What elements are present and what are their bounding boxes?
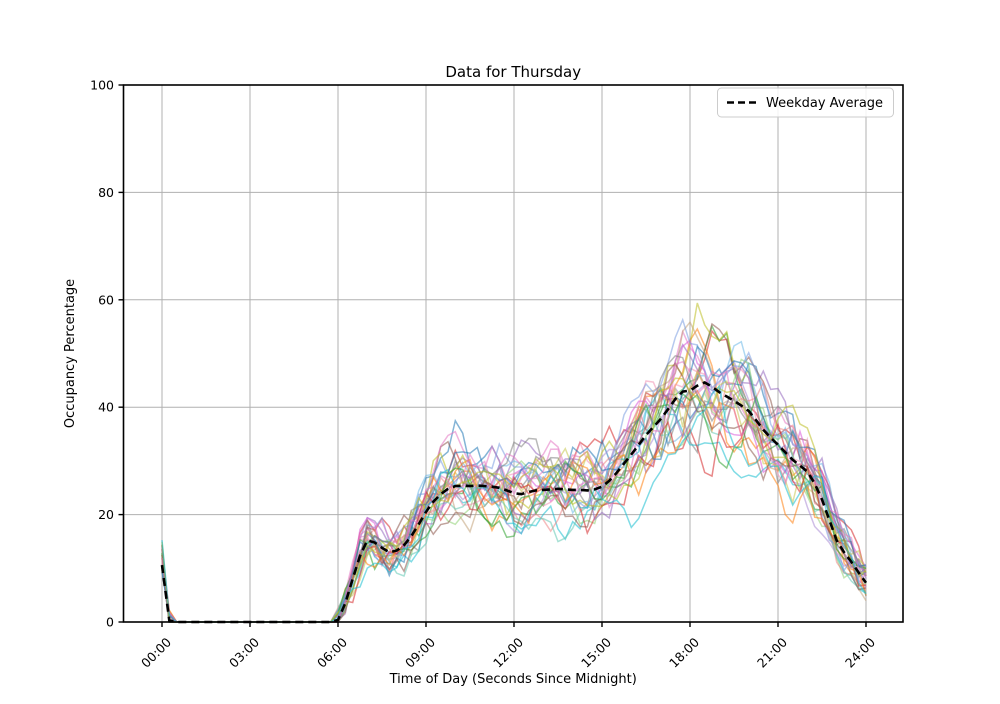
y-tick-label: 60	[98, 292, 114, 307]
y-axis-label: Occupancy Percentage	[63, 279, 78, 428]
y-tick-labels: 0 20 40 60 80 100	[90, 78, 114, 630]
y-tick-label: 40	[98, 400, 114, 415]
day-lines-group	[161, 302, 867, 623]
y-tick-label: 80	[98, 185, 114, 200]
legend: Weekday Average	[717, 87, 894, 118]
chart-title: Data for Thursday	[445, 63, 581, 81]
average-line	[160, 381, 868, 624]
y-tick-label: 100	[90, 78, 114, 93]
legend-label: Weekday Average	[766, 96, 883, 111]
y-tick-label: 0	[106, 615, 114, 630]
tick-marks	[118, 84, 867, 627]
legend-box	[717, 87, 894, 118]
axes-spines	[122, 84, 904, 623]
x-axis-label: Time of Day (Seconds Since Midnight)	[389, 672, 637, 687]
y-tick-label: 20	[98, 507, 114, 522]
